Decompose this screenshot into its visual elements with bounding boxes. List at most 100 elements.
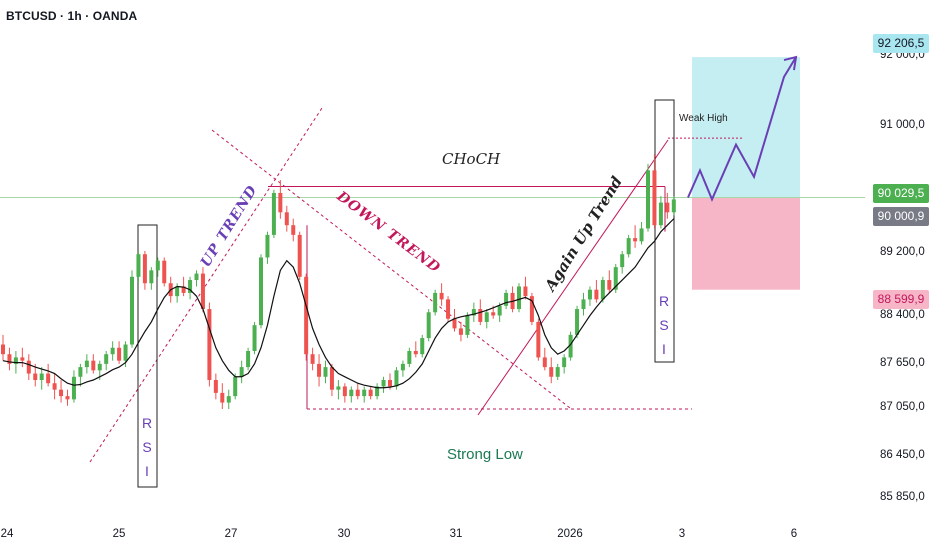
candle-body (523, 286, 528, 297)
candle-body (394, 370, 399, 387)
candle-body (368, 389, 373, 397)
candle-body (271, 192, 276, 235)
price-tag: 88 599,9 (873, 290, 929, 309)
candle-body (336, 386, 341, 390)
candle-body (529, 296, 534, 322)
candle-body (400, 363, 405, 371)
candle-body (562, 357, 567, 368)
candle-body (65, 396, 70, 400)
candle-body (310, 354, 315, 364)
candle-body (639, 228, 644, 242)
candle-body (439, 292, 444, 300)
candle-body (471, 309, 476, 316)
candle-body (142, 254, 147, 284)
price-tag: 90 029,5 (873, 184, 929, 203)
candle-body (542, 357, 547, 368)
y-tick-label: 88 400,0 (880, 309, 925, 321)
candle-body (162, 260, 167, 284)
rsi-right-label-letter: R (659, 293, 669, 309)
candle-body (123, 344, 128, 361)
candle-body (207, 309, 212, 381)
candle-body (555, 367, 560, 377)
candle-body (491, 312, 496, 316)
rsi-right-label-letter: S (659, 317, 668, 333)
candle-body (284, 212, 289, 226)
candle-body (433, 292, 438, 313)
candle-body (220, 392, 225, 403)
candle-body (355, 389, 360, 397)
candle-body (362, 389, 367, 397)
candle-body (33, 373, 38, 381)
candle-body (671, 199, 676, 213)
candle-body (52, 383, 57, 390)
rsi-left-label-letter: S (142, 439, 151, 455)
candle-body (59, 389, 64, 397)
candle-body (413, 350, 418, 355)
candle-body (13, 357, 18, 364)
candle-body (323, 367, 328, 377)
candle-body (226, 396, 231, 403)
x-tick-label: 25 (113, 528, 126, 540)
candle-body (465, 315, 470, 335)
candle-body (130, 276, 134, 345)
candle-body (478, 309, 483, 322)
candle-body (97, 363, 102, 371)
x-tick-label: 27 (225, 528, 238, 540)
x-tick-label: 31 (450, 528, 463, 540)
y-tick-label: 85 850,0 (880, 491, 925, 503)
candle-body (420, 338, 425, 355)
rsi-right-label-letter: I (662, 341, 666, 357)
price-tag: 92 206,5 (873, 34, 929, 53)
candle-body (136, 254, 141, 277)
candle-body (26, 360, 31, 374)
candle-body (600, 280, 605, 300)
candle-body (91, 360, 96, 371)
candle-body (342, 386, 347, 397)
candle-body (407, 350, 412, 364)
candle-body (39, 373, 44, 381)
projection-path (687, 55, 798, 202)
candle-body (233, 376, 238, 397)
candle-body (20, 357, 25, 361)
choch-label: CHoCH (442, 150, 501, 168)
candle-body (646, 170, 650, 229)
stop-zone (692, 197, 800, 290)
candle-body (297, 234, 302, 277)
candle-body (291, 225, 296, 235)
candle-body (607, 280, 612, 290)
time-axis[interactable]: 24 25 27 30 31 2026 3 6 (1, 528, 798, 540)
candle-body (155, 260, 160, 271)
candle-body (84, 360, 89, 368)
x-tick-label: 3 (679, 528, 685, 540)
candle-body (175, 286, 180, 297)
candle-body (117, 347, 122, 361)
uptrend-line (89, 107, 323, 463)
symbol-title: BTCUSD · 1h · OANDA (6, 9, 138, 23)
candle-body (517, 286, 521, 310)
rsi-box-left (137, 224, 158, 488)
candle-body (71, 376, 76, 400)
x-tick-label: 6 (791, 528, 797, 540)
candle-body (446, 299, 451, 319)
candle-body (568, 334, 573, 358)
price-tag: 90 000,9 (873, 207, 929, 226)
candle-body (188, 280, 193, 293)
candle-body (484, 312, 489, 322)
candle-body (46, 373, 51, 384)
candle-body (575, 309, 580, 335)
candle-body (1, 344, 5, 355)
candle-body (587, 289, 592, 300)
candle-body (452, 318, 457, 329)
moving-average (2, 218, 675, 389)
candle-body (265, 234, 270, 258)
projection-arrowhead (783, 55, 798, 71)
candle-body (149, 270, 154, 284)
candle-body (78, 367, 83, 377)
candle-body (252, 325, 257, 351)
candle-body (497, 305, 502, 316)
strong-low-label: Strong Low (447, 446, 523, 463)
rsi-box-right (654, 99, 675, 363)
